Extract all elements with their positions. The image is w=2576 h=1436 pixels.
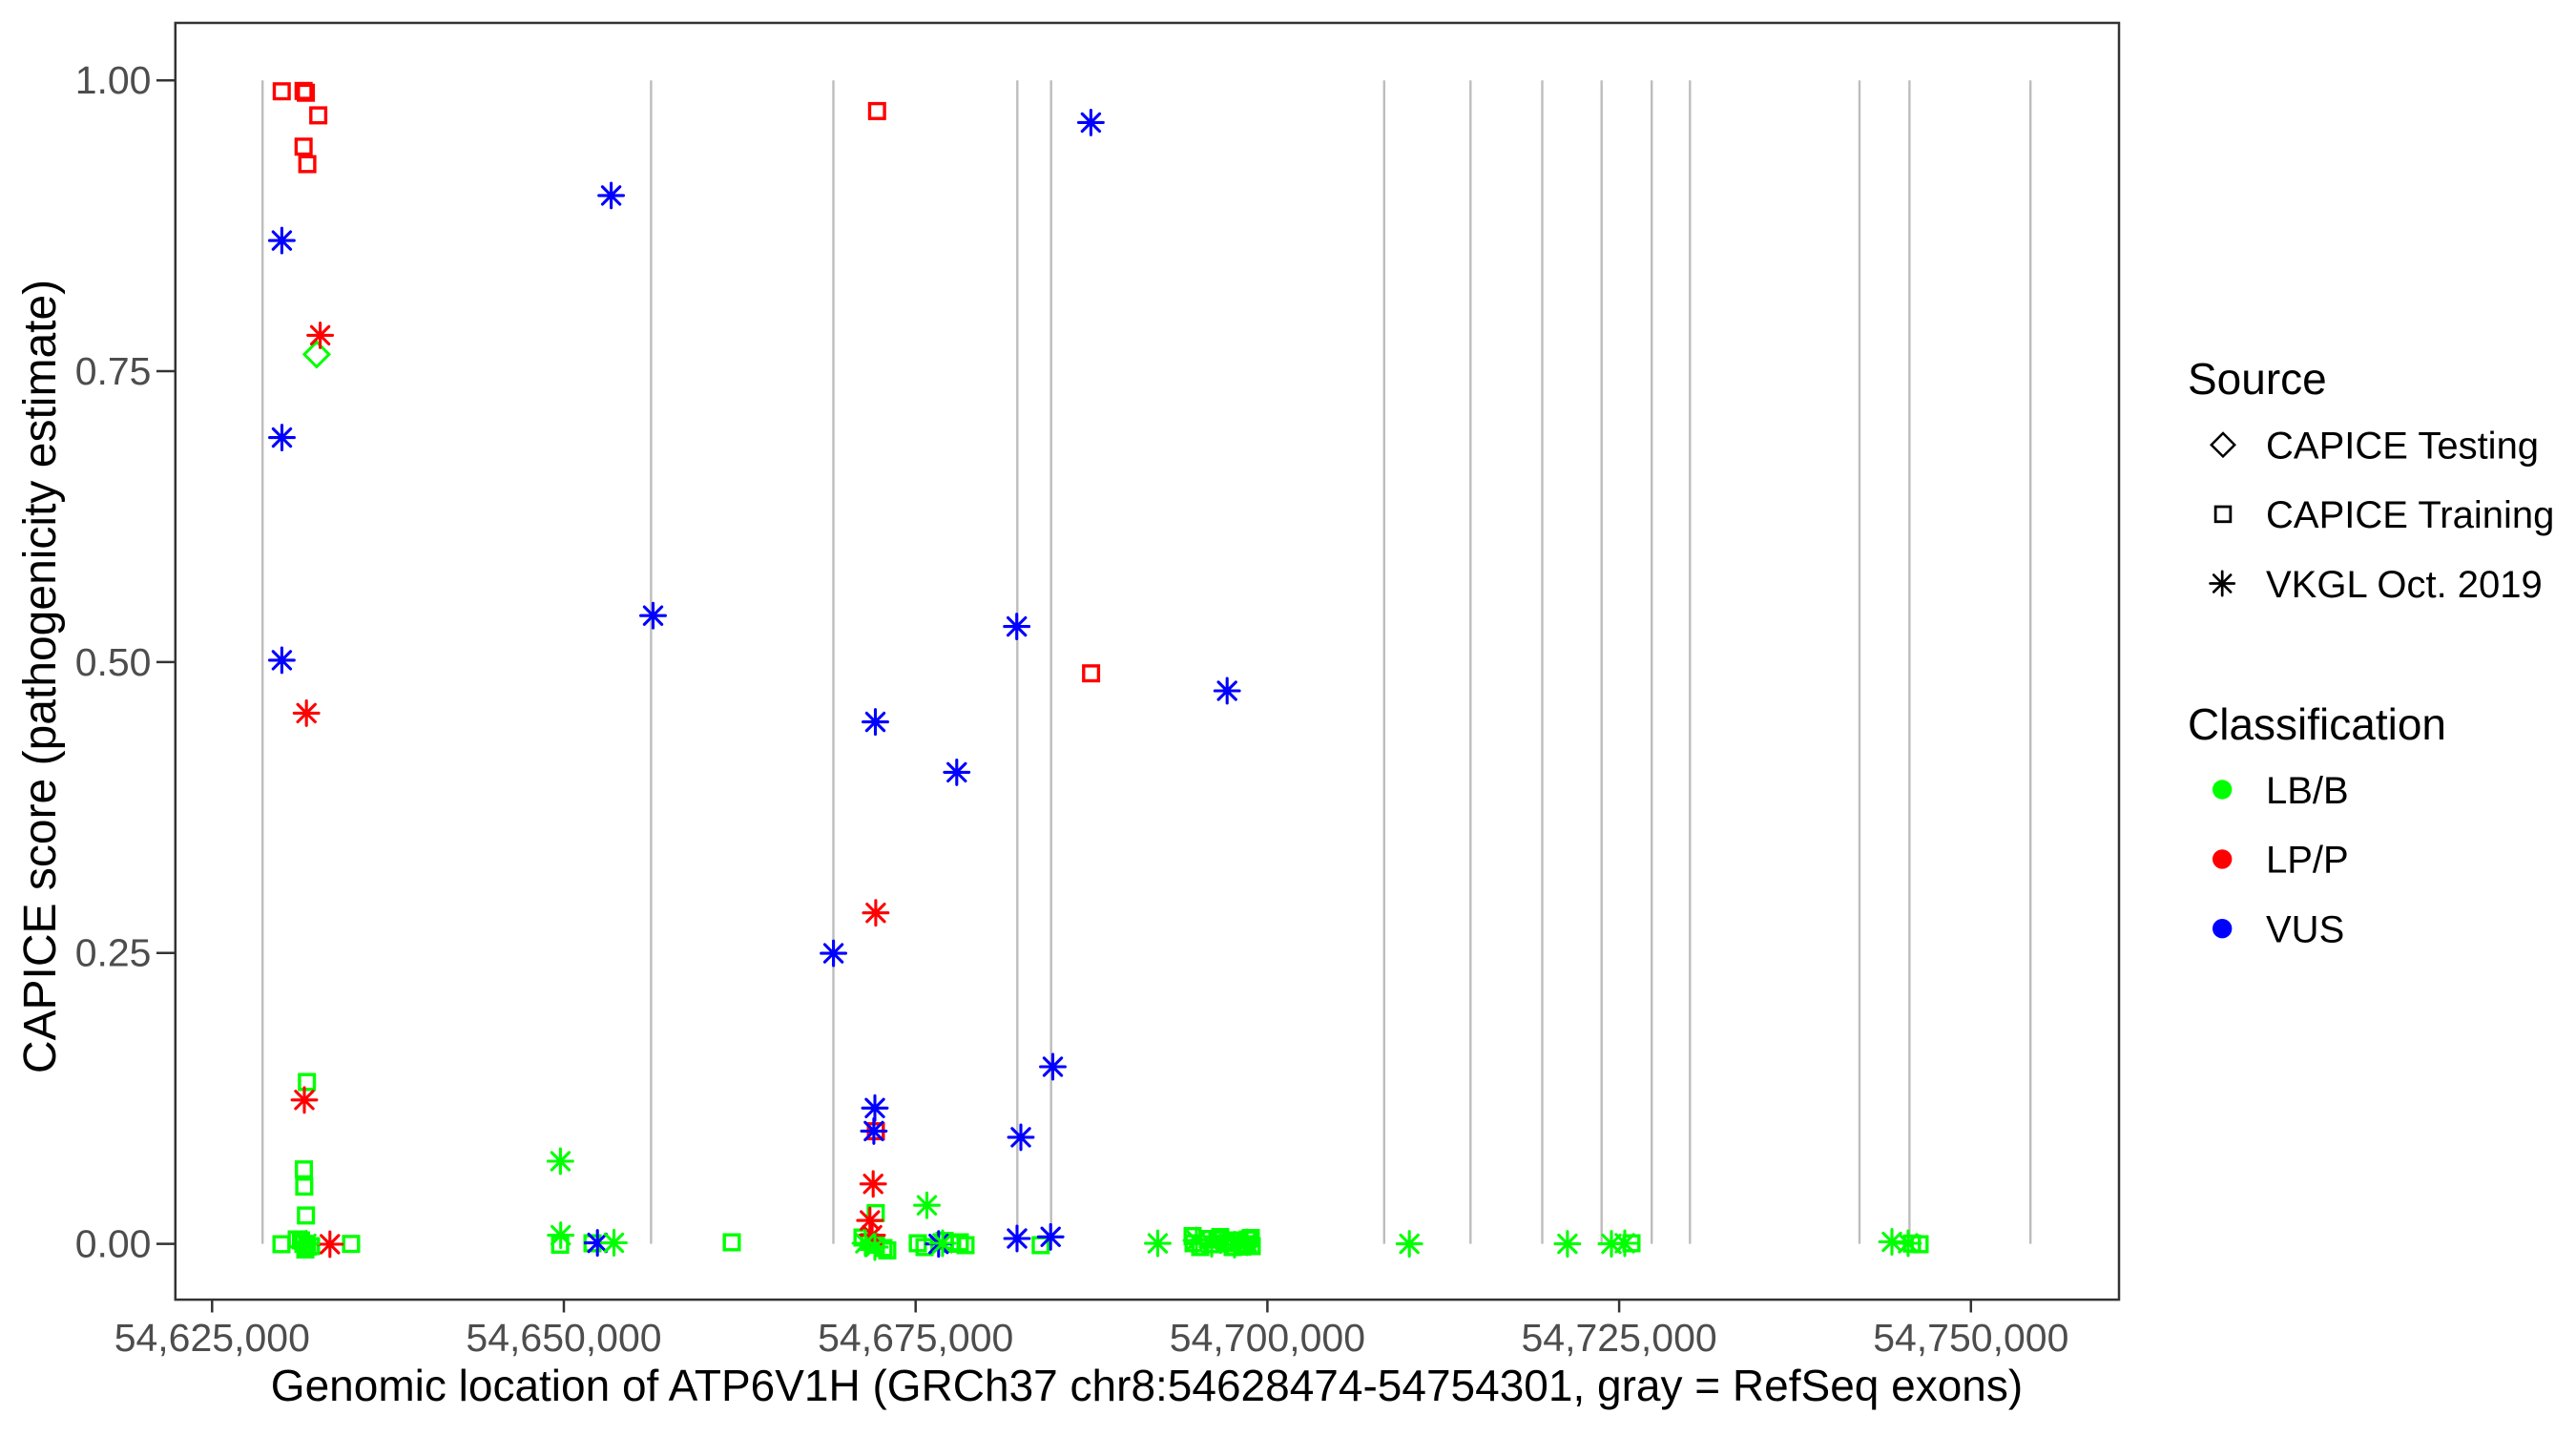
svg-text:LB/B: LB/B [2266,770,2349,812]
svg-text:VKGL Oct. 2019: VKGL Oct. 2019 [2266,564,2543,606]
svg-text:54,625,000: 54,625,000 [114,1316,310,1360]
svg-text:0.25: 0.25 [75,931,152,975]
svg-text:1.00: 1.00 [75,58,152,102]
svg-text:VUS: VUS [2266,909,2344,951]
svg-text:Source: Source [2188,354,2327,404]
svg-text:CAPICE score (pathogenicity es: CAPICE score (pathogenicity estimate) [15,280,66,1073]
svg-text:54,750,000: 54,750,000 [1873,1316,2068,1360]
svg-text:CAPICE Testing: CAPICE Testing [2266,426,2539,468]
svg-text:0.00: 0.00 [75,1222,152,1266]
svg-text:Classification: Classification [2188,699,2446,749]
svg-text:0.50: 0.50 [75,640,152,684]
svg-text:LP/P: LP/P [2266,840,2349,882]
svg-text:54,675,000: 54,675,000 [818,1316,1013,1360]
svg-text:54,650,000: 54,650,000 [466,1316,661,1360]
svg-text:CAPICE Training: CAPICE Training [2266,494,2554,536]
svg-text:54,725,000: 54,725,000 [1521,1316,1716,1360]
svg-text:54,700,000: 54,700,000 [1170,1316,1365,1360]
svg-text:Genomic location of ATP6V1H (G: Genomic location of ATP6V1H (GRCh37 chr8… [271,1361,2023,1410]
svg-text:0.75: 0.75 [75,349,152,393]
